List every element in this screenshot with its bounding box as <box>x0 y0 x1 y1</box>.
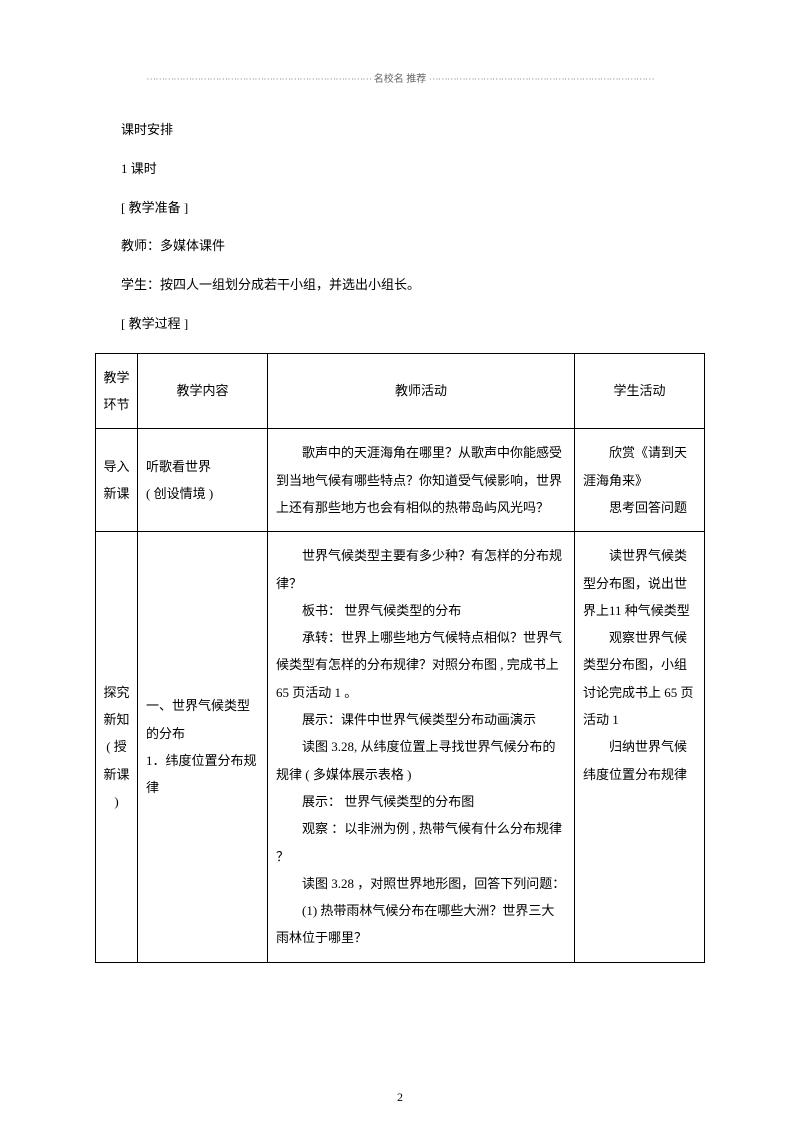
th-content: 教学内容 <box>138 353 268 429</box>
content-line: 一、世界气候类型的分布 <box>146 692 259 747</box>
teacher-line: (1) 热带雨林气候分布在哪些大洲？世界三大雨林位于哪里？ <box>276 897 566 952</box>
teacher-line: 承转：世界上哪些地方气候特点相似？世界气候类型有怎样的分布规律？对照分布图 , … <box>276 624 566 706</box>
content-line: ( 创设情境 ) <box>146 480 259 507</box>
student-line: 思考回答问题 <box>583 494 696 521</box>
table-header-row: 教学环节 教学内容 教师活动 学生活动 <box>96 353 705 429</box>
header-dots-right: ⋯⋯⋯⋯⋯⋯⋯⋯⋯⋯⋯⋯⋯⋯⋯⋯⋯⋯⋯⋯⋯⋯⋯⋯⋯ <box>429 74 654 85</box>
page-header: ⋯⋯⋯⋯⋯⋯⋯⋯⋯⋯⋯⋯⋯⋯⋯⋯⋯⋯⋯⋯⋯⋯⋯⋯⋯ 名校名 推荐 ⋯⋯⋯⋯⋯⋯⋯… <box>95 70 705 85</box>
cell-teacher-explore: 世界气候类型主要有多少种？有怎样的分布规律？ 板书： 世界气候类型的分布 承转：… <box>268 532 575 962</box>
header-dots-left: ⋯⋯⋯⋯⋯⋯⋯⋯⋯⋯⋯⋯⋯⋯⋯⋯⋯⋯⋯⋯⋯⋯⋯⋯⋯ <box>146 74 371 85</box>
para-period-arrange: 课时安排 <box>95 120 705 141</box>
student-line: 归纳世界气候纬度位置分布规律 <box>583 733 696 788</box>
teacher-line: 板书： 世界气候类型的分布 <box>276 597 566 624</box>
student-line: 观察世界气候类型分布图，小组讨论完成书上 65 页活动 1 <box>583 624 696 733</box>
student-line: 欣赏《请到天涯海角来》 <box>583 439 696 494</box>
cell-student-intro: 欣赏《请到天涯海角来》 思考回答问题 <box>575 429 705 532</box>
cell-teacher-intro: 歌声中的天涯海角在哪里？从歌声中你能感受到当地气候有哪些特点？你知道受气候影响，… <box>268 429 575 532</box>
table-row: 导入新课 听歌看世界 ( 创设情境 ) 歌声中的天涯海角在哪里？从歌声中你能感受… <box>96 429 705 532</box>
teacher-line: 展示： 世界气候类型的分布图 <box>276 788 566 815</box>
para-prep-heading: [ 教学准备 ] <box>95 198 705 219</box>
lesson-table: 教学环节 教学内容 教师活动 学生活动 导入新课 听歌看世界 ( 创设情境 ) … <box>95 353 705 963</box>
header-label: 名校名 推荐 <box>374 74 427 85</box>
cell-content-intro: 听歌看世界 ( 创设情境 ) <box>138 429 268 532</box>
th-teacher: 教师活动 <box>268 353 575 429</box>
cell-student-explore: 读世界气候类型分布图，说出世界上11 种气候类型 观察世界气候类型分布图，小组讨… <box>575 532 705 962</box>
teacher-line: 观察 ：以非洲为例 , 热带气候有什么分布规律 ？ <box>276 815 566 870</box>
cell-content-explore: 一、世界气候类型的分布 1．纬度位置分布规律 <box>138 532 268 962</box>
para-teacher-prep: 教师：多媒体课件 <box>95 236 705 257</box>
page-container: ⋯⋯⋯⋯⋯⋯⋯⋯⋯⋯⋯⋯⋯⋯⋯⋯⋯⋯⋯⋯⋯⋯⋯⋯⋯ 名校名 推荐 ⋯⋯⋯⋯⋯⋯⋯… <box>0 0 800 1003</box>
teacher-line: 歌声中的天涯海角在哪里？从歌声中你能感受到当地气候有哪些特点？你知道受气候影响，… <box>276 439 566 521</box>
content-line: 听歌看世界 <box>146 453 259 480</box>
table-row: 探究新知 ( 授新课 ) 一、世界气候类型的分布 1．纬度位置分布规律 世界气候… <box>96 532 705 962</box>
content-line: 1．纬度位置分布规律 <box>146 747 259 802</box>
th-phase: 教学环节 <box>96 353 138 429</box>
teacher-line: 读图 3.28, 从纬度位置上寻找世界气候分布的规律 ( 多媒体展示表格 ) <box>276 733 566 788</box>
para-student-prep: 学生：按四人一组划分成若干小组，并选出小组长。 <box>95 275 705 296</box>
teacher-line: 读图 3.28 ，对照世界地形图，回答下列问题： <box>276 870 566 897</box>
student-line: 读世界气候类型分布图，说出世界上11 种气候类型 <box>583 542 696 624</box>
th-student: 学生活动 <box>575 353 705 429</box>
teacher-line: 展示：课件中世界气候类型分布动画演示 <box>276 706 566 733</box>
para-period-count: 1 课时 <box>95 159 705 180</box>
page-number: 2 <box>0 1090 800 1105</box>
cell-phase-explore: 探究新知 ( 授新课 ) <box>96 532 138 962</box>
para-process-heading: [ 教学过程 ] <box>95 314 705 335</box>
cell-phase-intro: 导入新课 <box>96 429 138 532</box>
teacher-line: 世界气候类型主要有多少种？有怎样的分布规律？ <box>276 542 566 597</box>
